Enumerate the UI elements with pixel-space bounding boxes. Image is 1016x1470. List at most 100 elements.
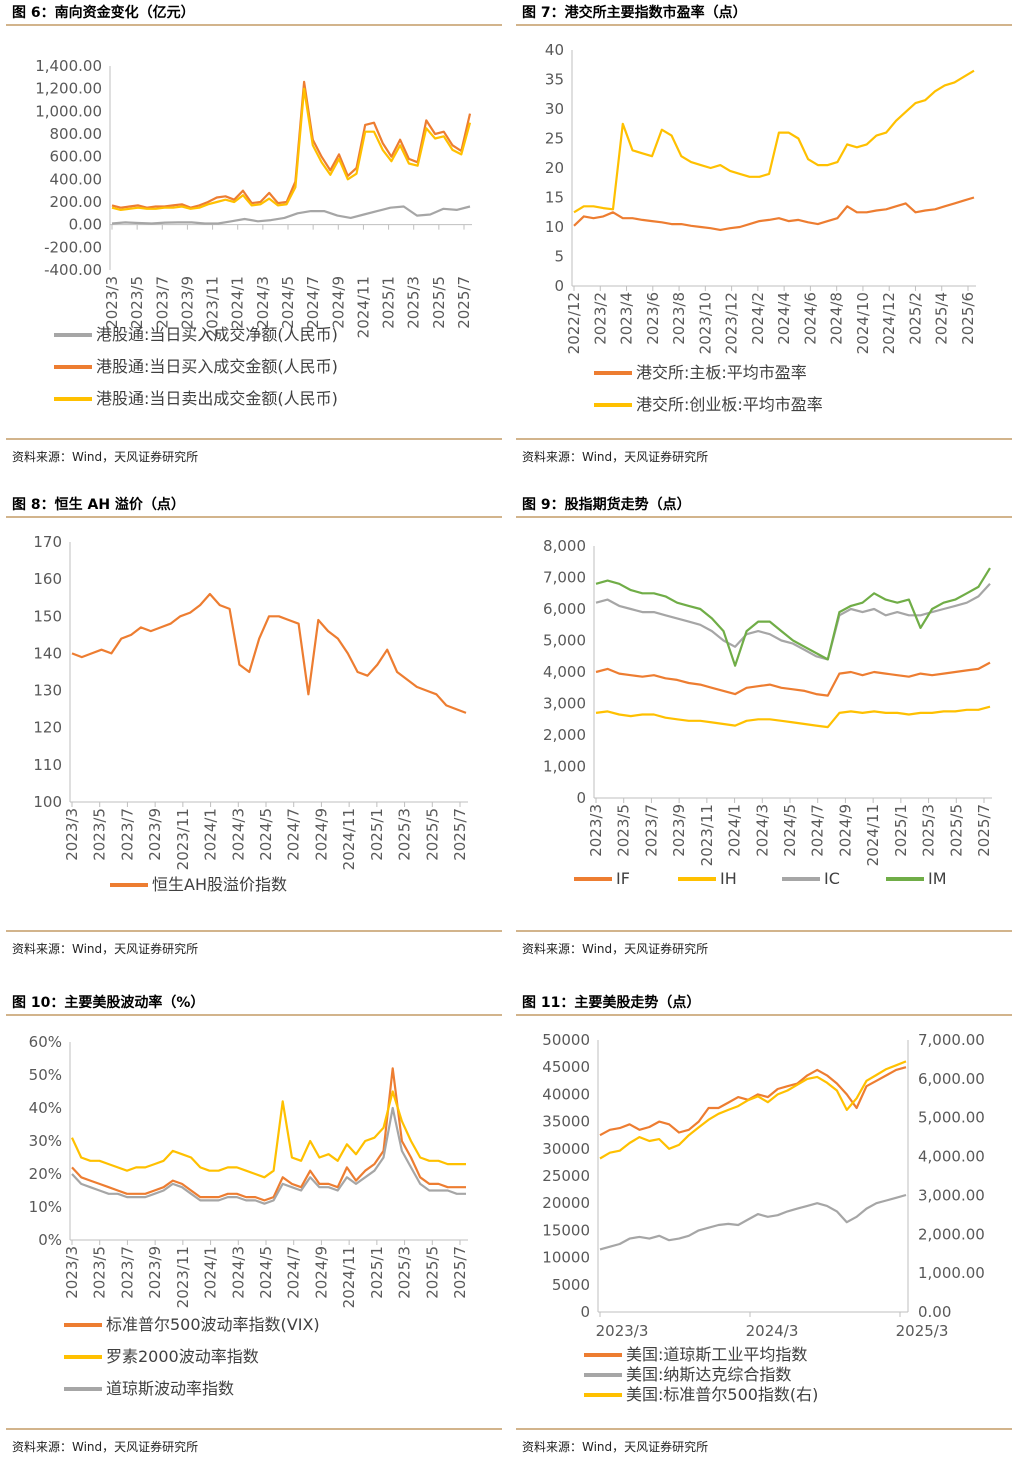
x-tick-label: 2024/7 xyxy=(285,1246,303,1299)
y-tick-label: 0.00 xyxy=(69,216,102,234)
x-tick-label: 2023/6 xyxy=(644,292,662,345)
x-tick-label: 2023/11 xyxy=(174,1246,192,1308)
divider xyxy=(6,438,502,440)
y-tick-label: 130 xyxy=(33,682,62,700)
x-tick-label: 2025/3 xyxy=(396,808,414,861)
y-tick-label: 60% xyxy=(29,1033,62,1051)
chart-fig10: 60% 50% 40% 30% 20% 10% 0%2023/3 2023/5 2023/7 20… xyxy=(29,1033,469,1398)
y-tick-label: 7,000 xyxy=(543,569,586,587)
series-line-1 xyxy=(71,1067,466,1202)
y-tick-label: 15000 xyxy=(542,1221,590,1239)
y-tick-label-right: 2,000.00 xyxy=(918,1225,985,1243)
x-tick-label: 2025/1 xyxy=(380,276,398,329)
legend-label: 港股通:当日卖出成交金额(人民币) xyxy=(96,389,338,408)
panel-fig6: 图 6：南向资金变化（亿元） 1,400.00 1,200.00 1,000.00 8… xyxy=(6,0,502,480)
x-tick-label: 2023/7 xyxy=(642,804,660,857)
x-tick-label: 2025/5 xyxy=(423,808,441,861)
x-tick-label: 2024/1 xyxy=(202,1246,220,1299)
x-tick-label: 2024/10 xyxy=(854,292,872,354)
y-tick-label-right: 7,000.00 xyxy=(918,1031,985,1049)
x-tick-label: 2023/9 xyxy=(146,1246,164,1299)
y-tick-label: 30% xyxy=(29,1132,62,1150)
y-tick-label-right: 1,000.00 xyxy=(918,1264,985,1282)
x-tick-label: 2025/7 xyxy=(451,808,469,861)
source-note: 资料来源：Wind，天风证券研究所 xyxy=(522,1440,709,1454)
legend-label: 标准普尔500波动率指数(VIX) xyxy=(106,1315,320,1334)
legend-label: 港股通:当日买入成交金额(人民币) xyxy=(96,357,338,376)
series-line-2 xyxy=(599,1193,907,1251)
panel-fig9: 图 9：股指期货走势（点） 8,000 7,000 6,000 5,000 4,000 3… xyxy=(516,492,1012,972)
x-tick-label: 2024/11 xyxy=(340,808,358,870)
legend-label: IH xyxy=(720,869,737,888)
y-tick-label: 120 xyxy=(33,719,62,737)
y-tick-label: 30000 xyxy=(542,1140,590,1158)
chart-title: 图 6：南向资金变化（亿元） xyxy=(12,5,195,21)
legend-label: 美国:纳斯达克综合指数 xyxy=(626,1365,791,1384)
legend-label: 美国:标准普尔500指数(右) xyxy=(626,1385,818,1404)
chart-fig9: 8,000 7,000 6,000 5,000 4,000 3,000 2,000 1,000… xyxy=(543,537,993,888)
x-tick-label: 2023/8 xyxy=(670,292,688,345)
chart-title: 图 9：股指期货走势（点） xyxy=(522,497,691,513)
legend-label: 港交所:主板:平均市盈率 xyxy=(636,363,807,382)
y-tick-label-right: 3,000.00 xyxy=(918,1186,985,1204)
x-tick-label: 2023/2 xyxy=(591,292,609,345)
x-tick-label: 2025/5 xyxy=(947,804,965,857)
x-tick-label: 2024/5 xyxy=(279,276,297,329)
series-line-1 xyxy=(573,196,975,231)
x-tick-label: 2023/11 xyxy=(204,276,222,338)
x-tick-label: 2025/3 xyxy=(920,804,938,857)
x-tick-label: 2023/7 xyxy=(118,1246,136,1299)
y-tick-label: 40 xyxy=(545,41,564,59)
x-tick-label: 2023/9 xyxy=(178,276,196,329)
chart-title: 图 10：主要美股波动率（%） xyxy=(12,995,205,1011)
x-tick-label: 2024/11 xyxy=(340,1246,358,1308)
y-tick-label: 100 xyxy=(33,793,62,811)
x-tick-label: 2024/2 xyxy=(749,292,767,345)
x-tick-label: 2023/9 xyxy=(146,808,164,861)
series-line-1 xyxy=(595,661,991,697)
x-tick-label: 2024/7 xyxy=(809,804,827,857)
x-tick-label: 2024/7 xyxy=(304,276,322,329)
x-tick-label: 2024/4 xyxy=(775,292,793,345)
x-tick-label: 2025/5 xyxy=(430,276,448,329)
y-tick-label: 140 xyxy=(33,644,62,662)
x-tick-label: 2025/7 xyxy=(455,276,473,329)
y-tick-label: 110 xyxy=(33,756,62,774)
y-tick-label: 20000 xyxy=(542,1194,590,1212)
x-tick-label: 2024/6 xyxy=(801,292,819,345)
divider xyxy=(6,1428,502,1430)
source-note: 资料来源：Wind，天风证券研究所 xyxy=(12,942,199,956)
x-tick-label: 2025/3 xyxy=(396,1246,414,1299)
series-line-2 xyxy=(595,705,991,729)
y-tick-label: 400.00 xyxy=(50,170,103,188)
y-tick-label: 10000 xyxy=(542,1249,590,1267)
panel-fig8: 图 8：恒生 AH 溢价（点） 170 160 150 140 130 120 110 100… xyxy=(6,492,502,972)
y-tick-label: 0 xyxy=(576,789,586,807)
divider xyxy=(516,1014,1012,1016)
x-tick-label: 2024/1 xyxy=(202,808,220,861)
y-tick-label-right: 0.00 xyxy=(918,1303,951,1321)
x-tick-label: 2024/3 xyxy=(753,804,771,857)
series-line-4 xyxy=(595,567,991,667)
y-tick-label: 0 xyxy=(580,1303,590,1321)
x-tick-label: 2024/9 xyxy=(312,1246,330,1299)
series-line-3 xyxy=(595,583,991,661)
x-tick-label: 2024/9 xyxy=(329,276,347,329)
x-tick-label: 2024/5 xyxy=(257,808,275,861)
y-tick-label: 1,200.00 xyxy=(35,80,102,98)
x-tick-label: 2023/3 xyxy=(63,808,81,861)
y-tick-label: 0% xyxy=(38,1231,62,1249)
x-tick-label: 2025/1 xyxy=(368,1246,386,1299)
x-tick-label: 2024/12 xyxy=(880,292,898,354)
panel-fig11: 图 11：主要美股走势（点） 50000 45000 40000 35000 30000… xyxy=(516,990,1012,1470)
x-tick-label: 2023/5 xyxy=(91,808,109,861)
x-tick-label: 2023/7 xyxy=(153,276,171,329)
legend-label: 恒生AH股溢价指数 xyxy=(152,875,287,894)
series-line-1 xyxy=(111,205,471,225)
y-tick-label: 1,000.00 xyxy=(35,102,102,120)
legend-label: IF xyxy=(616,869,630,888)
y-tick-label-right: 4,000.00 xyxy=(918,1148,985,1166)
y-tick-label: 6,000 xyxy=(543,600,586,618)
panel-fig10: 图 10：主要美股波动率（%） 60% 50% 40% 30% 20% 10% 0% 2023… xyxy=(6,990,502,1470)
x-tick-label: 2022/12 xyxy=(565,292,583,354)
